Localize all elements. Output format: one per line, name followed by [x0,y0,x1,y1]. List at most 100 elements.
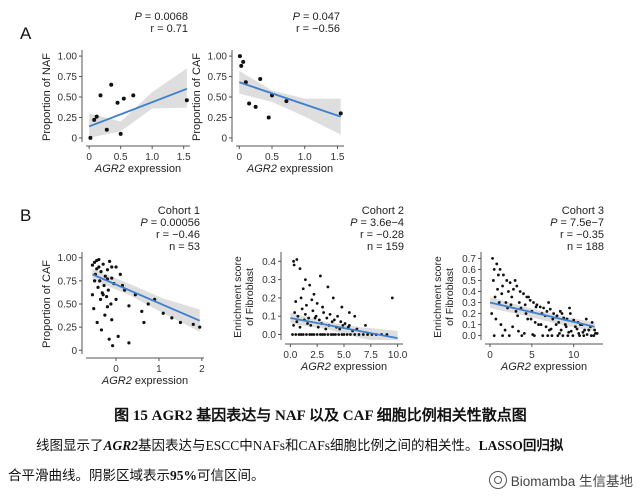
x-axis-label: AGR2 expression [246,163,333,175]
data-point [564,325,568,329]
x-axis-label-rest: expression [125,163,181,175]
data-point [106,288,110,292]
data-point [299,333,303,336]
stat-label: P = 0.0068 [134,11,188,23]
data-point [118,272,122,276]
data-point [114,297,118,301]
y-tick-label: 1.00 [58,52,78,63]
y-tick-label: 0.50 [58,300,78,311]
stat-value: = 7.5e−7 [558,217,605,229]
data-point [501,334,504,337]
data-point [184,98,189,103]
data-point [390,296,394,300]
data-point [292,263,296,267]
data-point [515,284,519,288]
data-point [584,317,588,321]
data-point [127,341,131,345]
stat-label: r = −0.46 [156,229,200,241]
x-tick-label: 5 [529,350,535,361]
confidence-band [239,70,341,135]
data-point [567,330,571,334]
description-method: LASSO回归拟 [478,438,564,453]
data-point [317,318,321,322]
x-tick-label: 2.5 [310,350,324,361]
y-axis-label: of Fibroblast [244,268,256,326]
description-text: 线图显示了 [36,438,104,453]
data-point [336,314,339,318]
data-point [293,311,297,314]
data-point [548,328,551,332]
data-point [494,317,498,321]
data-point [578,334,581,337]
data-point [340,333,344,336]
data-point [140,309,144,314]
data-point [542,306,545,310]
data-point [312,292,316,296]
chart-title: Cohort 1 [158,205,200,217]
data-point [331,333,335,336]
chart-title: Cohort 3 [562,205,604,217]
y-tick-label: 1.00 [208,52,228,63]
data-point [321,305,324,309]
y-tick-label: 0.0 [262,330,276,341]
description-text: 可信区间。 [197,468,265,483]
data-point [511,325,515,329]
confidence-band [89,68,187,138]
data-point [105,305,110,309]
data-point [547,301,551,304]
data-point [528,298,532,302]
data-point [104,294,109,299]
data-point [312,333,316,336]
y-tick-label: 0 [221,133,227,144]
data-point [98,297,103,301]
data-point [310,298,314,302]
data-point [505,279,509,282]
stat-label: r = −0.28 [360,229,404,241]
data-point [330,320,334,324]
data-point [146,302,150,306]
data-point [326,333,330,336]
data-point [589,334,593,337]
data-point [561,334,565,337]
data-point [545,309,549,313]
data-point [500,292,504,296]
stat-label: n = 159 [367,241,404,253]
data-point [548,307,552,311]
figure-caption: 图 15 AGR2 基因表达与 NAF 以及 CAF 细胞比例相关性散点图 [114,408,527,424]
data-point [492,334,496,337]
data-point [101,293,105,297]
data-point [92,117,97,122]
data-point [510,295,514,299]
data-point [111,344,115,348]
data-point [121,96,126,101]
x-axis-label: AGR2 expression [101,375,188,387]
data-point [517,301,521,304]
description-text: 基因表达与ESCC中NAFs和CAFs细胞比例之间的相关性。 [138,438,479,453]
data-point [517,329,520,333]
y-axis-label: Proportion of NAF [41,53,53,141]
data-point [326,285,330,289]
stat-label: P = 3.6e−4 [350,217,404,229]
stat-label: r = −0.35 [560,229,604,241]
data-point [339,320,343,324]
y-tick-label: 0.25 [58,113,78,124]
data-point [99,269,103,274]
stat-label: P = 7.5e−7 [550,217,604,229]
data-point [92,307,96,311]
y-tick-label: 0.3 [262,275,276,286]
data-point [294,300,298,303]
data-point [295,320,299,324]
data-point [566,334,570,337]
y-tick-label: 0.1 [462,320,476,331]
stat-value: = 0.00056 [148,217,200,229]
data-point [508,281,512,285]
data-point [568,312,572,315]
y-tick-label: 0 [71,133,77,144]
y-tick-label: 0.6 [462,265,476,276]
x-tick-label: 5.0 [337,350,351,361]
data-point [512,287,515,291]
y-tick-label: 0.4 [462,287,476,298]
x-tick-label: 2 [199,364,205,375]
